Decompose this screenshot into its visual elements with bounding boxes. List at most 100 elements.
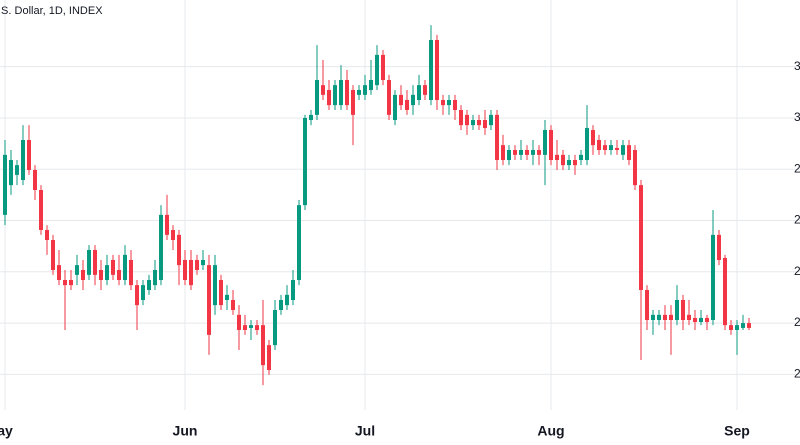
candle-body — [51, 240, 55, 270]
candle-body — [57, 265, 61, 280]
candle-body — [525, 150, 529, 155]
candle-body — [303, 117, 307, 206]
chart-title: .S. Dollar, 1D, INDEX — [0, 5, 103, 17]
candle-body — [189, 260, 193, 286]
candle-body — [339, 80, 343, 106]
candle-body — [465, 114, 469, 126]
candle-body — [21, 140, 25, 180]
candle-body — [507, 150, 511, 160]
candle-body — [423, 85, 427, 95]
candle-body — [549, 130, 553, 160]
candle-body — [165, 214, 169, 235]
candle-body — [195, 260, 199, 270]
candle-body — [453, 100, 457, 110]
candle-body — [357, 90, 361, 95]
candle-body — [627, 145, 631, 160]
candle-body — [171, 230, 175, 240]
candle-body — [585, 127, 589, 160]
candle-body — [429, 40, 433, 100]
candle-body — [153, 270, 157, 286]
candle-body — [447, 100, 451, 106]
candle-body — [687, 314, 691, 320]
candle-body — [129, 260, 133, 286]
candles — [3, 25, 751, 386]
candle-body — [399, 94, 403, 106]
candle-body — [729, 325, 733, 330]
candle-body — [381, 54, 385, 80]
candle-body — [741, 323, 745, 328]
x-tick-label: Aug — [537, 423, 564, 439]
candle-body — [471, 120, 475, 126]
candle-body — [207, 265, 211, 335]
candle-body — [669, 314, 673, 320]
candle-body — [333, 85, 337, 106]
candle-body — [387, 80, 391, 115]
y-tick-label: 2 — [794, 213, 800, 227]
candle-body — [705, 317, 709, 323]
candle-body — [213, 265, 217, 306]
candle-body — [405, 100, 409, 110]
candle-body — [297, 205, 301, 280]
candle-body — [681, 300, 685, 320]
candle-body — [105, 265, 109, 280]
candle-body — [231, 300, 235, 310]
candle-body — [693, 317, 697, 323]
grid — [0, 0, 800, 410]
candle-body — [27, 140, 31, 170]
candle-body — [483, 120, 487, 128]
candle-body — [435, 40, 439, 100]
candle-body — [123, 254, 127, 280]
candle-body — [291, 280, 295, 300]
candle-body — [117, 270, 121, 280]
y-tick-label: 2 — [794, 264, 800, 278]
candle-body — [141, 285, 145, 300]
candle-body — [279, 300, 283, 310]
candle-body — [723, 257, 727, 326]
candle-body — [243, 325, 247, 330]
candle-body — [111, 260, 115, 275]
candle-body — [717, 234, 721, 260]
y-tick-label: 3 — [794, 110, 800, 124]
candle-body — [315, 80, 319, 115]
candle-body — [159, 214, 163, 280]
candle-body — [99, 270, 103, 280]
y-tick-label: 2 — [794, 161, 800, 175]
candle-body — [177, 234, 181, 266]
candle-body — [645, 290, 649, 320]
candle-body — [69, 280, 73, 286]
candle-body — [531, 150, 535, 155]
candle-body — [87, 250, 91, 275]
candle-body — [267, 345, 271, 370]
candle-body — [543, 130, 547, 155]
candle-body — [615, 147, 619, 150]
candle-body — [561, 154, 565, 166]
candle-body — [459, 110, 463, 126]
candle-body — [651, 314, 655, 320]
y-tick-label: 2 — [794, 315, 800, 329]
candle-body — [237, 314, 241, 330]
candle-body — [579, 154, 583, 160]
candle-body — [33, 170, 37, 190]
candle-body — [63, 280, 67, 286]
candle-body — [603, 145, 607, 150]
x-tick-label: Sep — [724, 423, 750, 439]
x-tick-label: Jun — [173, 423, 198, 439]
y-tick-label: 3 — [794, 59, 800, 73]
candle-body — [609, 145, 613, 150]
x-tick-label: ay — [0, 423, 13, 439]
candle-body — [15, 165, 19, 175]
candle-body — [45, 230, 49, 240]
candle-body — [327, 90, 331, 106]
candle-body — [411, 94, 415, 106]
candle-body — [309, 114, 313, 120]
candle-body — [201, 260, 205, 266]
candle-body — [675, 300, 679, 320]
candle-body — [417, 85, 421, 100]
candle-body — [273, 310, 277, 346]
candle-body — [513, 150, 517, 155]
candle-body — [657, 314, 661, 320]
candle-body — [495, 114, 499, 160]
candle-body — [735, 325, 739, 330]
